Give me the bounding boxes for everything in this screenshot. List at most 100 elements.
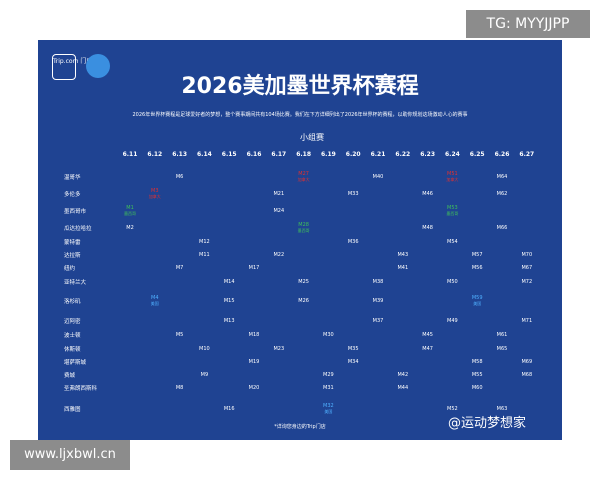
match: M70 <box>521 252 533 258</box>
match: M45 <box>422 332 433 338</box>
match: M39 <box>372 298 384 304</box>
date-header: 6.16 <box>246 151 262 158</box>
match: M55 <box>471 372 483 378</box>
city-label: 达拉斯 <box>64 253 81 259</box>
date-header: 6.14 <box>196 151 212 158</box>
date-header: 6.21 <box>370 151 386 158</box>
match: M17 <box>248 265 260 271</box>
match: M8 <box>175 385 184 391</box>
match: M38 <box>372 279 384 285</box>
host-label: 加拿大 <box>297 177 310 182</box>
match: M41 <box>397 265 409 271</box>
footnote: *详询您身边的Trip门店 <box>274 424 326 430</box>
match: M52 <box>447 406 458 412</box>
host-label: 墨西哥 <box>297 228 310 233</box>
match: M25 <box>298 279 309 285</box>
host-match: M51 加拿大 <box>446 171 459 182</box>
panel <box>38 40 562 440</box>
match: M40 <box>372 174 384 180</box>
date-header: 6.25 <box>469 151 485 158</box>
match: M29 <box>323 372 334 378</box>
icon <box>86 54 110 78</box>
match: M72 <box>521 279 533 285</box>
match: M63 <box>496 406 508 412</box>
host-match: M59 美国 <box>471 295 483 306</box>
date-header: 6.15 <box>221 151 237 158</box>
match: M16 <box>223 406 235 412</box>
match: M23 <box>273 346 285 352</box>
city-label: 瓜达拉哈拉 <box>64 226 92 232</box>
host-match: M27 加拿大 <box>297 171 310 182</box>
city-label: 多伦多 <box>64 192 81 198</box>
match: M11 <box>199 252 210 258</box>
host-match: M3 加拿大 <box>148 188 161 199</box>
match: M47 <box>422 346 433 352</box>
host-label: 美国 <box>150 301 159 306</box>
match: M66 <box>496 225 508 231</box>
city-label: 亚特兰大 <box>64 280 87 286</box>
match: M37 <box>372 318 384 324</box>
host-label: 加拿大 <box>148 194 161 199</box>
date-header: 6.24 <box>444 151 460 158</box>
match: M36 <box>347 239 359 245</box>
match: M48 <box>422 225 433 231</box>
date-header: 6.12 <box>147 151 163 158</box>
match: M65 <box>496 346 508 352</box>
match: M50 <box>447 279 458 285</box>
title: 2026美加墨世界杯赛程 <box>181 74 419 99</box>
host-label: 美国 <box>473 301 482 306</box>
city-label: 洛杉矶 <box>64 299 81 305</box>
host-match: M28 墨西哥 <box>297 222 310 233</box>
match: M64 <box>496 174 508 180</box>
match: M20 <box>248 385 260 391</box>
city-label: 墨西哥市 <box>64 209 87 215</box>
match: M24 <box>273 208 285 214</box>
city-label: 费城 <box>64 373 76 379</box>
match: M34 <box>347 359 359 365</box>
match: M67 <box>521 265 533 271</box>
match: M56 <box>471 265 483 271</box>
date-header: 6.11 <box>122 151 138 158</box>
match: M5 <box>175 332 184 338</box>
host-label: 墨西哥 <box>124 211 136 216</box>
match: M13 <box>223 318 235 324</box>
match: M26 <box>298 298 309 304</box>
host-match: M1 墨西哥 <box>124 205 136 216</box>
match: M62 <box>496 191 508 197</box>
match: M19 <box>248 359 260 365</box>
host-label: 加拿大 <box>446 177 459 182</box>
city-label: 西雅图 <box>64 407 81 413</box>
match: M35 <box>347 346 359 352</box>
stage: 小组赛 <box>300 133 324 142</box>
match: M15 <box>223 298 235 304</box>
match: M57 <box>471 252 483 258</box>
city-label: 纽约 <box>64 266 76 272</box>
date-header: 6.17 <box>271 151 287 158</box>
match: M18 <box>248 332 260 338</box>
match: M33 <box>347 191 359 197</box>
date-header: 6.23 <box>420 151 435 158</box>
host-match: M4 美国 <box>150 295 159 306</box>
match: M9 <box>200 372 209 378</box>
subtitle: 2026年世界杯赛程是足球爱好者的梦想，整个赛事期间共有104场比赛。我们在下方… <box>132 112 468 118</box>
host-label: 墨西哥 <box>446 211 459 216</box>
match: M31 <box>323 385 334 391</box>
city-label: 休斯顿 <box>64 347 81 353</box>
watermark: @运动梦想家 <box>448 416 527 431</box>
match: M2 <box>126 225 134 231</box>
city-label: 圣弗朗西斯科 <box>64 386 98 392</box>
match: M44 <box>397 385 409 391</box>
match: M46 <box>422 191 433 197</box>
match: M30 <box>323 332 334 338</box>
match: M14 <box>223 279 235 285</box>
match: M42 <box>397 372 409 378</box>
match: M7 <box>175 265 184 271</box>
city-label: 波士顿 <box>64 333 81 339</box>
match: M49 <box>447 318 458 324</box>
match: M54 <box>447 239 458 245</box>
match: M69 <box>521 359 533 365</box>
date-header: 6.22 <box>395 151 411 158</box>
city-label: 蒙特雷 <box>64 240 81 246</box>
date-header: 6.19 <box>320 151 336 158</box>
